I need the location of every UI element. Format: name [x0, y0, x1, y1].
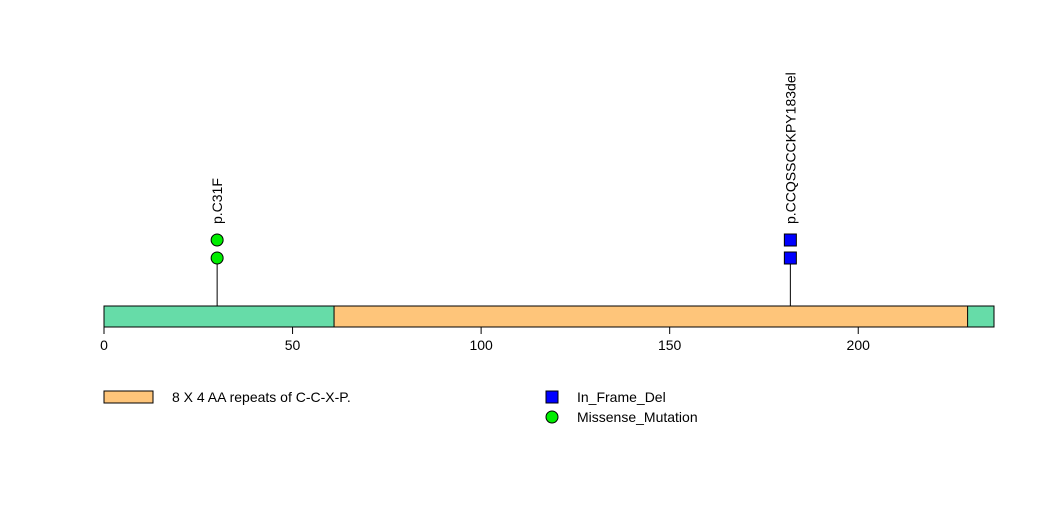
x-axis: 0 50 100 150 200: [100, 326, 871, 353]
x-tick-label: 150: [658, 337, 682, 353]
mutation-label: p.C31F: [209, 178, 225, 224]
x-tick-label: 200: [847, 337, 871, 353]
legend-in-frame-del-marker: [545, 390, 559, 404]
legend-missense-mutation-marker: [545, 410, 559, 424]
mutation-label: p.CCQSSCCKPY183del: [782, 72, 798, 224]
x-tick-label: 100: [469, 337, 493, 353]
domain-0: [333, 305, 969, 328]
legend-domain-swatch: [103, 390, 154, 404]
protein-track: [103, 305, 995, 328]
x-tick-label: 50: [285, 337, 301, 353]
in-frame-del-marker: [783, 233, 797, 247]
x-tick-label: 0: [100, 337, 108, 353]
missense-mutation-marker: [210, 233, 224, 247]
mutation-markers: [210, 233, 797, 265]
missense-mutation-marker: [210, 251, 224, 265]
in-frame-del-marker: [783, 251, 797, 265]
mutation-labels: p.C31F p.CCQSSCCKPY183del: [209, 72, 798, 224]
legend: 8 X 4 AA repeats of C-C-X-P. In_Frame_Del…: [103, 389, 698, 425]
legend-type-label: Missense_Mutation: [577, 409, 698, 425]
legend-type-label: In_Frame_Del: [577, 389, 666, 405]
legend-domain-label: 8 X 4 AA repeats of C-C-X-P.: [172, 389, 351, 405]
